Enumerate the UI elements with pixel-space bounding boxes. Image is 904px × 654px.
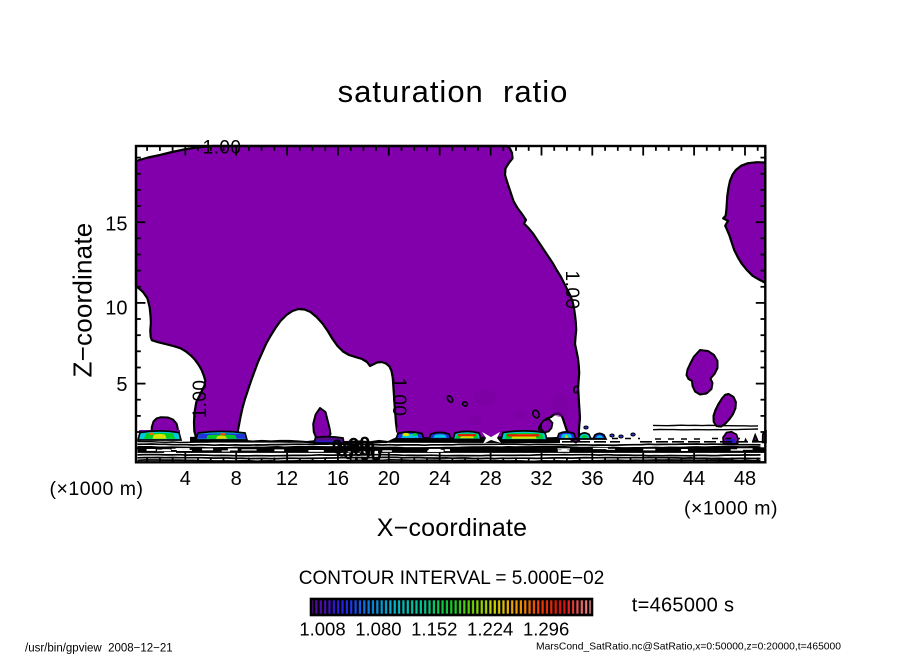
svg-text:10: 10 — [105, 298, 127, 320]
svg-text:1.296: 1.296 — [523, 619, 569, 640]
svg-text:48: 48 — [734, 468, 756, 490]
svg-text:/usr/bin/gpview 2008−12−21: /usr/bin/gpview 2008−12−21 — [25, 643, 173, 654]
svg-text:1.00: 1.00 — [561, 271, 582, 310]
svg-text:36: 36 — [581, 468, 603, 490]
svg-text:CONTOUR INTERVAL = 5.000E−02: CONTOUR INTERVAL = 5.000E−02 — [299, 568, 605, 589]
svg-text:1.080: 1.080 — [355, 619, 401, 640]
svg-text:15: 15 — [105, 214, 127, 236]
svg-text:1.00: 1.00 — [190, 380, 211, 419]
svg-text:8: 8 — [231, 468, 242, 490]
svg-text:12: 12 — [276, 468, 298, 490]
svg-text:saturation ratio: saturation ratio — [338, 74, 569, 109]
svg-text:1.00: 1.00 — [388, 378, 409, 417]
svg-text:5: 5 — [116, 374, 127, 396]
svg-text:16: 16 — [327, 468, 349, 490]
svg-text:0.90: 0.90 — [331, 433, 372, 459]
svg-text:t=465000 s: t=465000 s — [632, 595, 735, 617]
svg-text:MarsCond_SatRatio.nc@SatRatio,: MarsCond_SatRatio.nc@SatRatio,x=0:50000,… — [536, 642, 841, 653]
svg-text:0.90: 0.90 — [342, 442, 382, 467]
svg-text:1.224: 1.224 — [467, 619, 513, 640]
svg-text:0.00: 0.00 — [336, 438, 376, 461]
svg-text:1.00: 1.00 — [203, 138, 242, 159]
svg-text:(×1000 m): (×1000 m) — [50, 478, 144, 500]
svg-text:40: 40 — [632, 468, 654, 490]
svg-text:20: 20 — [378, 468, 400, 490]
svg-text:28: 28 — [479, 468, 501, 490]
svg-text:X−coordinate: X−coordinate — [377, 514, 527, 542]
svg-text:(×1000 m): (×1000 m) — [684, 498, 778, 520]
svg-text:1.152: 1.152 — [411, 619, 457, 640]
svg-text:24: 24 — [429, 468, 451, 490]
svg-text:4: 4 — [180, 468, 191, 490]
svg-text:32: 32 — [530, 468, 552, 490]
svg-text:Z−coordinate: Z−coordinate — [68, 223, 98, 378]
svg-text:1.008: 1.008 — [299, 619, 345, 640]
svg-text:44: 44 — [683, 468, 705, 490]
